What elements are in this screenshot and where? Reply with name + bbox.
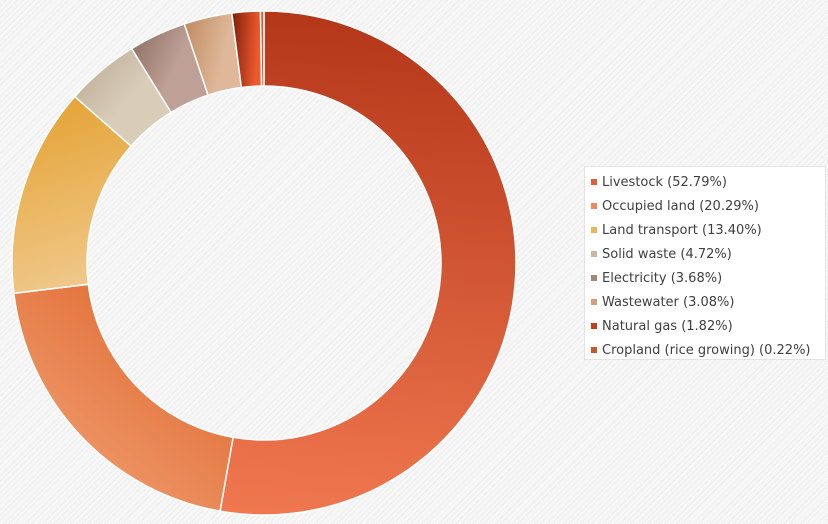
donut-slice-occupied-land[interactable] (12, 283, 234, 513)
legend-item-natural-gas[interactable]: Natural gas (1.82%) (591, 314, 825, 338)
legend-label: Occupied land (20.29%) (602, 198, 759, 214)
legend-swatch-icon (591, 275, 597, 281)
legend-label: Cropland (rice growing) (0.22%) (602, 342, 811, 358)
legend-item-cropland[interactable]: Cropland (rice growing) (0.22%) (591, 338, 825, 362)
legend-item-solid-waste[interactable]: Solid waste (4.72%) (591, 242, 825, 266)
legend-label: Solid waste (4.72%) (602, 246, 732, 262)
legend-swatch-icon (591, 251, 597, 257)
legend-swatch-icon (591, 299, 597, 305)
legend-swatch-icon (591, 227, 597, 233)
legend-item-livestock[interactable]: Livestock (52.79%) (591, 170, 825, 194)
legend: Livestock (52.79%) Occupied land (20.29%… (584, 166, 826, 360)
legend-label: Land transport (13.40%) (602, 222, 762, 238)
legend-label: Electricity (3.68%) (602, 270, 723, 286)
legend-item-land-transport[interactable]: Land transport (13.40%) (591, 218, 825, 242)
legend-label: Wastewater (3.08%) (602, 294, 735, 310)
legend-swatch-icon (591, 179, 597, 185)
legend-swatch-icon (591, 323, 597, 329)
legend-swatch-icon (591, 203, 597, 209)
legend-item-wastewater[interactable]: Wastewater (3.08%) (591, 290, 825, 314)
legend-item-electricity[interactable]: Electricity (3.68%) (591, 266, 825, 290)
slices-group (11, 10, 517, 516)
donut-slice-livestock[interactable] (219, 10, 517, 516)
legend-swatch-icon (591, 347, 597, 353)
legend-label: Livestock (52.79%) (602, 174, 727, 190)
donut-slice-cropland[interactable] (259, 10, 265, 87)
legend-item-occupied-land[interactable]: Occupied land (20.29%) (591, 194, 825, 218)
legend-label: Natural gas (1.82%) (602, 318, 733, 334)
